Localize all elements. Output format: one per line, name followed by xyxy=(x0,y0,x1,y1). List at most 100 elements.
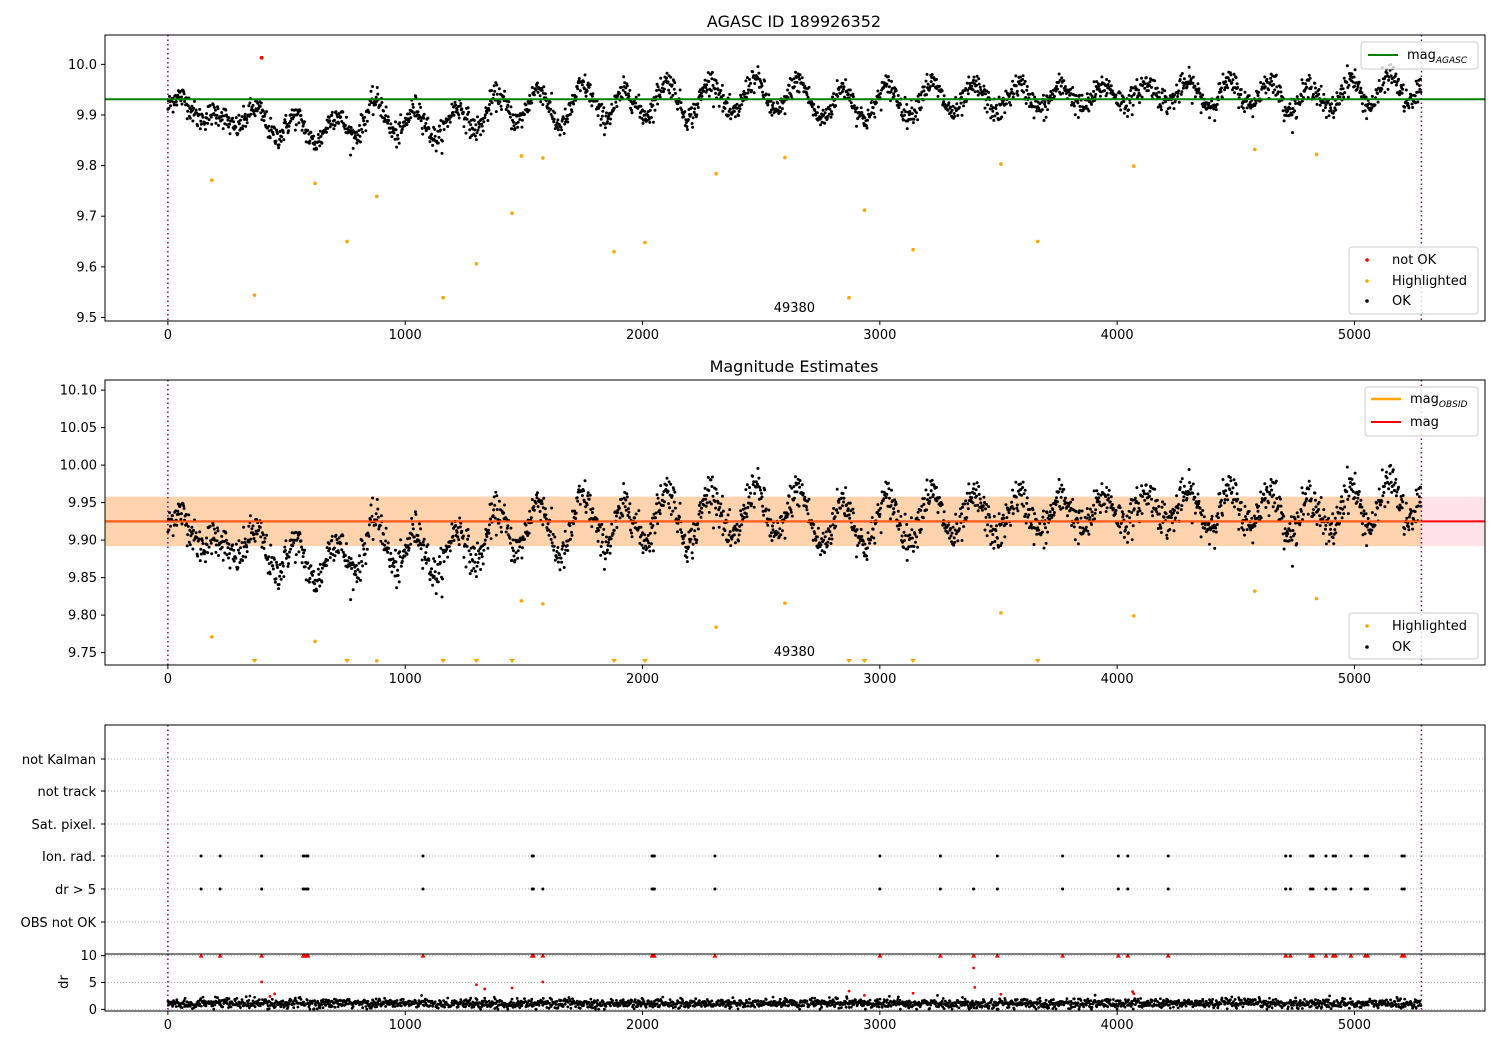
ok-point xyxy=(467,549,471,553)
ok-point xyxy=(604,540,608,544)
ok-point xyxy=(550,506,554,510)
ok-point xyxy=(510,127,514,131)
ok-point xyxy=(421,566,425,570)
ok-point xyxy=(455,530,459,534)
ok-point xyxy=(1106,83,1110,86)
ok-point xyxy=(263,114,266,118)
ok-point xyxy=(390,135,394,139)
ok-point xyxy=(1111,506,1115,510)
legend-label: OK xyxy=(1392,640,1411,655)
ok-point xyxy=(628,502,632,506)
ok-point xyxy=(1051,92,1055,96)
ok-point xyxy=(512,120,515,124)
ok-point xyxy=(763,488,767,492)
x-tick-label: 0 xyxy=(164,672,172,687)
ok-point xyxy=(1023,488,1027,492)
ok-point xyxy=(842,500,845,504)
ok-point xyxy=(798,485,802,489)
off-scale-marker xyxy=(251,659,258,663)
ok-point xyxy=(1275,85,1279,89)
ok-point xyxy=(596,114,600,118)
ok-point xyxy=(555,550,559,553)
ok-point xyxy=(238,561,242,564)
ok-point xyxy=(1403,105,1407,109)
ok-point xyxy=(600,522,604,526)
ok-point xyxy=(247,524,251,528)
flag-marker xyxy=(995,854,999,858)
ok-point xyxy=(903,539,907,543)
ok-point xyxy=(952,536,956,540)
ok-point xyxy=(840,90,844,94)
ok-point xyxy=(410,516,414,520)
ok-point xyxy=(835,79,839,83)
ok-point xyxy=(1382,491,1386,494)
ok-point xyxy=(1235,492,1239,496)
ok-point xyxy=(1305,497,1309,501)
ok-point xyxy=(1146,502,1150,506)
ok-point xyxy=(1256,509,1260,513)
ok-point xyxy=(1049,90,1053,93)
ok-point xyxy=(1299,509,1303,513)
ok-point xyxy=(1276,504,1280,508)
ok-point xyxy=(330,113,334,117)
ok-point xyxy=(392,131,396,135)
ok-point xyxy=(1307,73,1311,77)
ok-point xyxy=(709,89,713,93)
ok-point xyxy=(549,107,553,111)
ok-point xyxy=(1000,541,1004,545)
ok-point xyxy=(1080,509,1084,513)
ok-point xyxy=(1259,516,1263,520)
ok-point xyxy=(1382,81,1386,85)
ok-point xyxy=(1153,487,1157,491)
ok-point xyxy=(421,540,425,544)
ok-point xyxy=(789,94,793,98)
ok-point xyxy=(1413,510,1417,514)
ok-point xyxy=(449,539,453,543)
flag-marker xyxy=(1333,854,1337,858)
ok-point xyxy=(580,83,584,87)
ok-point xyxy=(946,523,950,527)
ok-point xyxy=(1300,486,1304,490)
ok-point xyxy=(609,117,613,121)
ok-point xyxy=(1291,529,1295,532)
ok-point xyxy=(1072,104,1076,108)
ok-point xyxy=(760,495,764,499)
ok-point xyxy=(915,111,919,115)
ok-point xyxy=(973,504,977,508)
ok-point xyxy=(1321,109,1325,112)
ok-point xyxy=(1415,82,1419,86)
ok-point xyxy=(365,119,369,123)
ok-point xyxy=(1056,500,1059,504)
ok-point xyxy=(1356,496,1360,500)
ok-point xyxy=(764,507,768,511)
ok-point xyxy=(1293,109,1297,113)
ok-point xyxy=(961,505,964,509)
ok-point xyxy=(1370,511,1374,515)
ok-point xyxy=(695,113,699,117)
ok-point xyxy=(206,121,210,125)
ok-point xyxy=(684,549,688,553)
ok-point xyxy=(691,125,695,129)
ok-point xyxy=(1345,490,1349,494)
ok-point xyxy=(1085,516,1089,520)
ok-point xyxy=(658,508,662,512)
ok-point xyxy=(1076,116,1080,119)
ok-point xyxy=(1234,483,1238,487)
ok-point xyxy=(261,533,265,537)
ok-point xyxy=(662,500,666,504)
ok-point xyxy=(527,531,531,535)
ok-point xyxy=(691,116,695,120)
ok-point xyxy=(1114,508,1118,512)
ok-point xyxy=(353,569,357,573)
ok-point xyxy=(967,482,971,486)
ok-point xyxy=(1400,91,1404,95)
ok-point xyxy=(715,81,719,85)
ok-point xyxy=(185,117,189,121)
ok-point xyxy=(330,534,334,538)
ok-point xyxy=(986,523,990,527)
ok-point xyxy=(585,503,589,507)
ok-point xyxy=(1309,497,1313,501)
ok-point xyxy=(1012,92,1016,96)
ok-point xyxy=(467,110,471,114)
ok-point xyxy=(484,527,488,531)
